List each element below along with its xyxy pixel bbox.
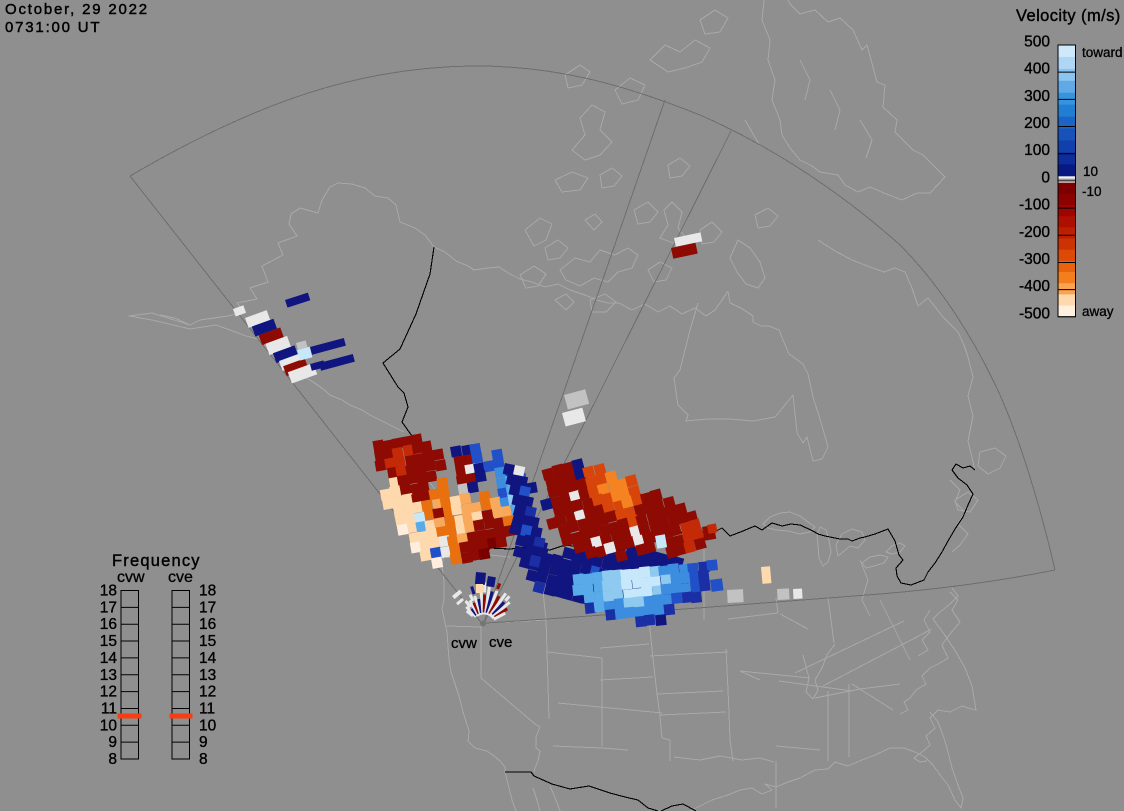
svg-text:18: 18: [100, 583, 117, 600]
svg-text:13: 13: [100, 667, 117, 684]
svg-text:16: 16: [199, 616, 216, 633]
svg-text:10: 10: [1083, 164, 1098, 179]
svg-text:500: 500: [1024, 34, 1050, 51]
svg-text:11: 11: [101, 701, 117, 718]
svg-text:cve: cve: [168, 569, 193, 586]
svg-text:cvw: cvw: [117, 569, 145, 586]
svg-text:cvw: cvw: [451, 635, 477, 652]
svg-text:away: away: [1082, 304, 1114, 319]
svg-text:-300: -300: [1019, 251, 1050, 268]
svg-text:100: 100: [1024, 142, 1050, 159]
svg-text:15: 15: [199, 633, 216, 650]
svg-text:18: 18: [199, 583, 216, 600]
svg-text:-200: -200: [1019, 224, 1050, 241]
svg-text:8: 8: [199, 751, 208, 768]
svg-text:0731:00 UT: 0731:00 UT: [5, 19, 101, 36]
svg-text:17: 17: [199, 599, 216, 616]
svg-text:10: 10: [199, 717, 217, 734]
svg-text:200: 200: [1024, 115, 1050, 132]
svg-text:300: 300: [1024, 88, 1050, 105]
svg-text:0: 0: [1041, 169, 1050, 186]
svg-text:14: 14: [199, 650, 217, 667]
svg-text:-400: -400: [1019, 278, 1050, 295]
svg-text:9: 9: [108, 734, 117, 751]
svg-text:-10: -10: [1082, 184, 1102, 199]
svg-text:12: 12: [100, 684, 117, 701]
svg-text:Frequency: Frequency: [112, 552, 201, 570]
svg-text:11: 11: [199, 701, 215, 718]
svg-text:8: 8: [108, 751, 117, 768]
svg-text:400: 400: [1024, 61, 1050, 78]
svg-text:cve: cve: [489, 634, 512, 651]
svg-text:October, 29 2022: October, 29 2022: [5, 1, 149, 18]
svg-text:17: 17: [100, 599, 117, 616]
svg-text:16: 16: [100, 616, 117, 633]
svg-text:toward: toward: [1082, 45, 1123, 60]
svg-text:10: 10: [100, 717, 118, 734]
svg-text:12: 12: [199, 684, 216, 701]
svg-text:13: 13: [199, 667, 216, 684]
svg-text:14: 14: [100, 650, 118, 667]
svg-text:Velocity (m/s): Velocity (m/s): [1016, 7, 1121, 25]
svg-text:15: 15: [100, 633, 117, 650]
svg-text:-500: -500: [1019, 305, 1050, 322]
svg-text:-100: -100: [1019, 197, 1050, 214]
svg-text:9: 9: [199, 734, 208, 751]
